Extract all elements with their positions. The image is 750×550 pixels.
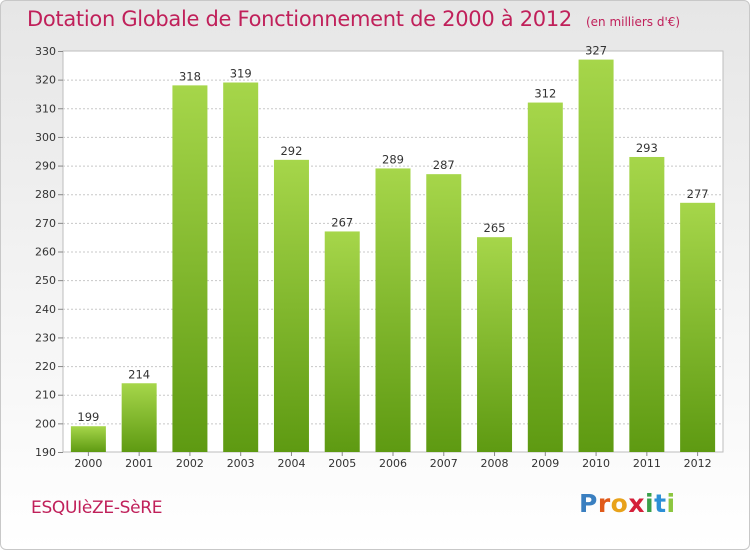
chart-title: Dotation Globale de Fonctionnement de 20… [27,7,680,31]
y-tick-label: 220 [35,360,56,373]
data-label-2011: 293 [636,141,658,155]
y-tick-label: 250 [35,274,56,287]
x-tick-label-2011: 2011 [633,457,661,470]
y-tick-label: 320 [35,74,56,87]
data-label-2004: 292 [280,144,302,158]
y-tick-label: 290 [35,160,56,173]
logo-letter: r [597,489,611,518]
logo-letter: i [645,489,655,518]
x-tick-label-2004: 2004 [277,457,305,470]
data-label-2005: 267 [331,215,353,229]
x-tick-label-2012: 2012 [684,457,712,470]
y-tick-label: 200 [35,417,56,430]
x-tick-label-2008: 2008 [481,457,509,470]
y-tick-label: 240 [35,303,56,316]
x-tick-label-2002: 2002 [176,457,204,470]
bar-2004 [273,159,309,453]
data-label-2000: 199 [77,410,99,424]
logo-letter: t [654,489,667,518]
bar-2003 [223,82,259,452]
data-label-2006: 289 [382,152,404,166]
commune-name: ESQUIèZE-SèRE [31,498,163,518]
bar-2009 [527,102,563,453]
y-tick-label: 270 [35,217,56,230]
logo-letter: o [610,489,629,518]
logo-letter: P [579,489,598,518]
data-label-2012: 277 [687,187,709,201]
logo-letter: i [666,489,676,518]
bar-2006 [375,168,411,452]
data-label-2001: 214 [128,367,150,381]
bar-2012 [680,202,716,452]
y-tick-label: 260 [35,246,56,259]
chart-subtitle: (en milliers d'€) [585,15,681,29]
logo-letter: x [628,489,645,518]
y-tick-label: 310 [35,102,56,115]
bar-2010 [578,59,614,452]
chart-title-text: Dotation Globale de Fonctionnement de 20… [27,7,572,31]
x-tick-label-2005: 2005 [328,457,356,470]
bar-2002 [172,85,208,452]
x-tick-label-2007: 2007 [430,457,458,470]
x-tick-label-2009: 2009 [531,457,559,470]
data-label-2010: 327 [585,44,607,58]
bar-chart: 190 200 210 220 230 240 250 260 270 280 290 300 310 3… [35,44,724,470]
y-tick-label: 210 [35,389,56,402]
y-tick-label: 330 [35,45,56,58]
x-tick-label-2010: 2010 [582,457,610,470]
x-tick-label-2001: 2001 [125,457,153,470]
bar-2001 [121,383,157,452]
x-tick-label-2000: 2000 [74,457,102,470]
proxiti-logo[interactable]: Proxiti [579,489,676,518]
data-label-2008: 265 [484,221,506,235]
x-tick-label-2003: 2003 [227,457,255,470]
y-tick-label: 190 [35,446,56,459]
data-label-2003: 319 [230,67,252,81]
bar-2008 [477,237,513,452]
bar-2011 [629,156,665,452]
bar-2000 [70,426,106,452]
y-tick-label: 280 [35,188,56,201]
y-tick-label: 300 [35,131,56,144]
bar-2005 [324,231,360,452]
bar-2007 [426,174,462,452]
x-tick-label-2006: 2006 [379,457,407,470]
y-tick-label: 230 [35,331,56,344]
data-label-2007: 287 [433,158,455,172]
data-label-2002: 318 [179,69,201,83]
data-label-2009: 312 [534,87,556,101]
